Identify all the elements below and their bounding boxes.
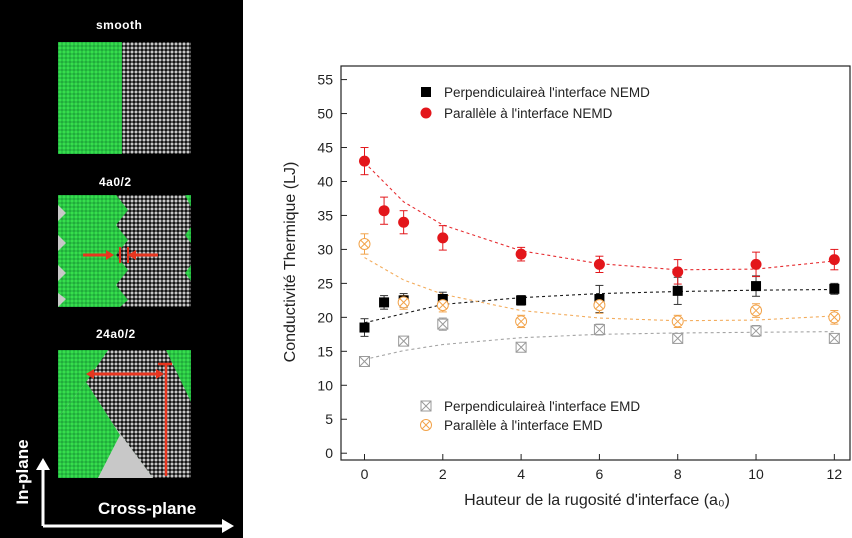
data-point-series-0 (379, 297, 390, 308)
atom-grid-smooth (58, 42, 191, 154)
y-tick-label: 50 (317, 106, 333, 122)
data-point-series-2 (828, 332, 840, 344)
data-point-series-3 (358, 237, 371, 250)
y-tick-label: 25 (317, 275, 333, 291)
x-tick-label: 12 (827, 466, 843, 482)
panel-label-smooth: smooth (96, 18, 143, 32)
legend-label: Parallèle à l'interface NEMD (444, 106, 613, 121)
y-tick-label: 45 (317, 140, 333, 156)
y-tick-label: 40 (317, 173, 333, 189)
data-point-series-1 (378, 205, 390, 217)
data-point-series-3 (397, 296, 410, 309)
x-tick-label: 10 (748, 466, 764, 482)
panel-label-24a0: 24a0/2 (96, 327, 136, 341)
data-point-series-2 (672, 332, 684, 344)
y-tick-label: 0 (325, 445, 333, 461)
data-point-series-1 (398, 216, 410, 228)
fit-line-series-3 (364, 257, 835, 322)
atom-grid-4a0 (58, 195, 191, 307)
data-point-series-0 (672, 285, 683, 296)
y-tick-label: 10 (317, 377, 333, 393)
y-axis-label: Conductivité Thermique (LJ) (282, 162, 299, 363)
x-tick-label: 8 (674, 466, 682, 482)
x-tick-label: 0 (361, 466, 369, 482)
data-point-series-2 (398, 335, 410, 347)
panel-label-4a0: 4a0/2 (99, 175, 132, 189)
legend-marker (420, 419, 432, 431)
y-tick-label: 30 (317, 241, 333, 257)
data-point-series-2 (437, 318, 449, 330)
y-tick-label: 35 (317, 207, 333, 223)
legend-label: Perpendiculaireà l'interface NEMD (444, 85, 650, 100)
data-point-series-0 (437, 294, 448, 305)
fit-line-series-2 (364, 331, 835, 360)
data-point-series-1 (828, 254, 840, 266)
legend-marker (421, 87, 431, 97)
data-point-series-1 (672, 266, 684, 278)
y-tick-label: 15 (317, 343, 333, 359)
data-point-series-2 (593, 324, 605, 336)
x-tick-label: 4 (517, 466, 525, 482)
y-tick-label: 55 (317, 72, 333, 88)
data-point-series-3 (828, 311, 841, 324)
fit-line-series-1 (364, 162, 835, 271)
data-point-series-0 (829, 283, 840, 294)
data-point-series-3 (750, 304, 763, 317)
atom-grid-24a0 (58, 350, 191, 478)
legend-marker (420, 400, 432, 412)
data-point-series-1 (437, 232, 449, 244)
data-point-series-2 (358, 356, 370, 367)
structure-panel: smooth 4a0/2 24a0/2 (0, 0, 243, 538)
plot-area (340, 65, 851, 461)
chart: 0 2 4 6 8 10 12 0 5 10 15 20 25 30 35 40 45 50 55 Conducti… (282, 65, 851, 509)
data-point-series-2 (515, 341, 527, 353)
data-point-series-1 (515, 248, 527, 260)
data-point-series-0 (516, 295, 527, 306)
in-plane-label: In-plane (13, 439, 32, 505)
data-point-series-1 (593, 258, 605, 270)
data-point-series-3 (436, 299, 449, 312)
data-point-series-1 (750, 258, 762, 270)
y-tick-label: 20 (317, 309, 333, 325)
x-tick-label: 6 (596, 466, 604, 482)
data-point-series-0 (359, 322, 370, 333)
x-tick-label: 2 (439, 466, 447, 482)
data-point-series-0 (751, 281, 762, 292)
data-point-series-0 (594, 294, 605, 305)
legend-marker (420, 107, 432, 119)
y-tick-label: 5 (325, 411, 333, 427)
legend-label: Perpendiculaireà l'interface EMD (444, 399, 640, 414)
axes-arrows-icon (36, 458, 234, 533)
data-point-series-3 (515, 315, 528, 328)
x-axis-label: Hauteur de la rugosité d'interface (a₀) (464, 492, 730, 509)
data-point-series-3 (671, 315, 684, 328)
cross-plane-label: Cross-plane (98, 499, 197, 518)
legend-label: Parallèle à l'interface EMD (444, 418, 603, 433)
data-point-series-3 (593, 299, 606, 312)
data-point-series-1 (358, 155, 370, 167)
data-point-series-2 (750, 325, 762, 337)
